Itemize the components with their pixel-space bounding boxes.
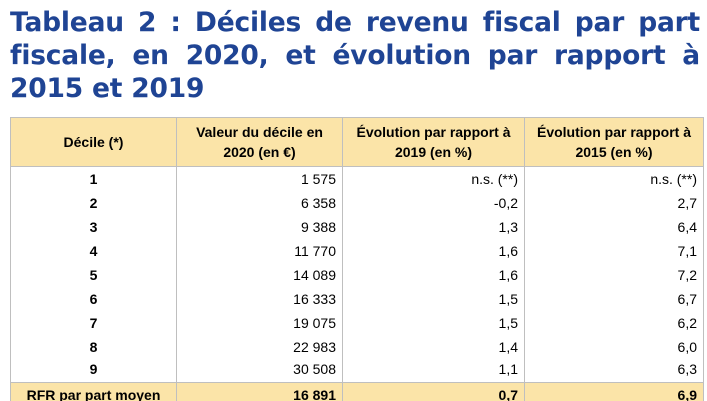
cell-evolution-2019: 1,6 <box>342 262 525 287</box>
table-row: 5 14 089 1,6 7,2 <box>10 262 704 287</box>
cell-valeur: 11 770 <box>176 238 343 263</box>
table-row: 2 6 358 -0,2 2,7 <box>10 190 704 215</box>
table-row: 3 9 388 1,3 6,4 <box>10 214 704 239</box>
cell-evolution-2015: 7,1 <box>524 238 704 263</box>
cell-evolution-2019: 1,3 <box>342 214 525 239</box>
cell-decile: 7 <box>10 310 177 335</box>
cell-decile: 5 <box>10 262 177 287</box>
cell-valeur: 19 075 <box>176 310 343 335</box>
cell-valeur: 9 388 <box>176 214 343 239</box>
cell-evolution-2019: 1,4 <box>342 334 525 359</box>
cell-valeur: 22 983 <box>176 334 343 359</box>
cell-valeur: 14 089 <box>176 262 343 287</box>
table-footer-row: RFR par part moyen 16 891 0,7 6,9 <box>10 382 704 401</box>
table-header-row: Décile (*) Valeur du décile en 2020 (en … <box>10 117 704 167</box>
cell-evolution-2015: 6,0 <box>524 334 704 359</box>
cell-decile: 6 <box>10 286 177 311</box>
table-title: Tableau 2 : Déciles de revenu fiscal par… <box>10 7 700 104</box>
cell-evolution-2019: 1,1 <box>342 358 525 383</box>
table-row: 8 22 983 1,4 6,0 <box>10 334 704 359</box>
footer-label: RFR par part moyen <box>10 382 177 401</box>
deciles-table: Décile (*) Valeur du décile en 2020 (en … <box>10 117 704 401</box>
cell-evolution-2015: 6,4 <box>524 214 704 239</box>
footer-evolution-2015: 6,9 <box>524 382 704 401</box>
cell-decile: 4 <box>10 238 177 263</box>
cell-decile: 3 <box>10 214 177 239</box>
footer-valeur: 16 891 <box>176 382 343 401</box>
cell-evolution-2019: -0,2 <box>342 190 525 215</box>
header-evolution-2019: Évolution par rapport à 2019 (en %) <box>342 117 525 167</box>
footer-evolution-2019: 0,7 <box>342 382 525 401</box>
cell-evolution-2015: 6,7 <box>524 286 704 311</box>
cell-evolution-2015: 2,7 <box>524 190 704 215</box>
cell-evolution-2015: 6,2 <box>524 310 704 335</box>
table-row: 6 16 333 1,5 6,7 <box>10 286 704 311</box>
table-row: 4 11 770 1,6 7,1 <box>10 238 704 263</box>
header-evolution-2015: Évolution par rapport à 2015 (en %) <box>524 117 704 167</box>
cell-decile: 8 <box>10 334 177 359</box>
cell-valeur: 16 333 <box>176 286 343 311</box>
table-row: 1 1 575 n.s. (**) n.s. (**) <box>10 166 704 191</box>
cell-valeur: 30 508 <box>176 358 343 383</box>
header-valeur-2020: Valeur du décile en 2020 (en €) <box>176 117 343 167</box>
cell-evolution-2015: n.s. (**) <box>524 166 704 191</box>
cell-evolution-2019: 1,5 <box>342 286 525 311</box>
cell-decile: 2 <box>10 190 177 215</box>
cell-evolution-2019: n.s. (**) <box>342 166 525 191</box>
cell-evolution-2019: 1,5 <box>342 310 525 335</box>
cell-evolution-2015: 6,3 <box>524 358 704 383</box>
cell-decile: 1 <box>10 166 177 191</box>
table-row: 9 30 508 1,1 6,3 <box>10 358 704 383</box>
table-row: 7 19 075 1,5 6,2 <box>10 310 704 335</box>
header-decile: Décile (*) <box>10 117 177 167</box>
cell-evolution-2015: 7,2 <box>524 262 704 287</box>
cell-decile: 9 <box>10 358 177 383</box>
cell-valeur: 1 575 <box>176 166 343 191</box>
cell-evolution-2019: 1,6 <box>342 238 525 263</box>
cell-valeur: 6 358 <box>176 190 343 215</box>
